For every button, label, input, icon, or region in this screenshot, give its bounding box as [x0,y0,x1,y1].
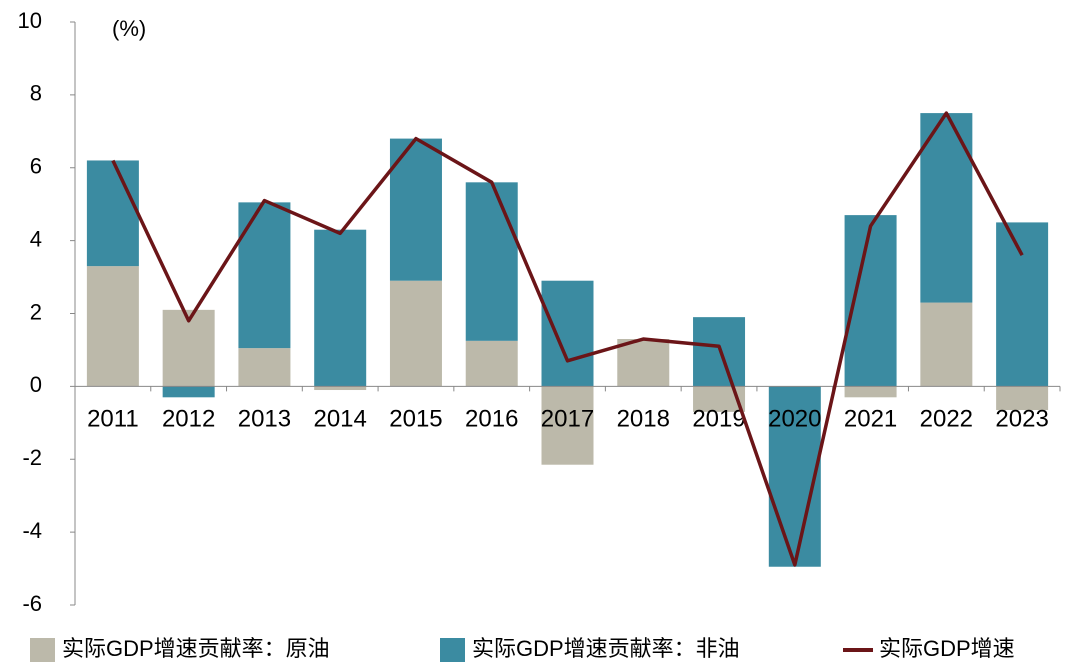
x-tick-label: 2017 [541,406,594,433]
x-tick-label: 2023 [995,406,1048,433]
y-tick-label: -4 [22,518,42,543]
bar [314,386,367,391]
bar [996,222,1049,387]
bar [86,266,139,387]
bar [314,229,367,387]
line [111,111,1024,567]
y-tick-label: 4 [30,226,42,251]
x-tick-label: 2012 [162,406,215,433]
legend-label: 实际GDP增速贡献率：非油 [472,636,740,661]
x-tick-label: 2022 [920,406,973,433]
bar [465,182,518,341]
x-tick-label: 2016 [465,406,518,433]
x-tick-label: 2015 [389,406,442,433]
bar [617,339,670,387]
legend-swatch [30,638,55,662]
y-tick-label: 2 [30,299,42,324]
x-tick-label: 2021 [844,406,897,433]
legend-swatch [440,638,465,662]
bar [389,280,442,387]
bar [844,386,897,398]
bar [86,160,139,267]
y-tick-label: 8 [30,81,42,106]
y-tick-label: 6 [30,154,42,179]
bar [162,309,215,387]
bar [541,280,594,387]
bar [162,386,215,398]
bar [238,348,291,387]
x-tick-label: 2018 [617,406,670,433]
y-tick-label: -6 [22,591,42,616]
x-tick-label: 2014 [313,406,366,433]
bar [238,202,291,349]
bar [541,386,594,465]
bar [920,302,973,387]
x-tick-label: 2011 [87,406,139,433]
y-tick-label: 0 [30,372,42,397]
y-tick-label: -2 [22,445,42,470]
bar [465,340,518,387]
x-tick-label: 2019 [692,406,745,433]
unit-annotation: (%) [112,16,146,41]
bar [996,386,1049,411]
x-tick-label: 2013 [238,406,291,433]
legend-label: 实际GDP增速贡献率：原油 [62,636,330,661]
bar [693,317,746,387]
y-tick-label: 10 [18,8,42,33]
legend-label: 实际GDP增速 [879,636,1015,661]
bar [768,386,821,567]
x-tick-label: 2020 [768,406,821,433]
